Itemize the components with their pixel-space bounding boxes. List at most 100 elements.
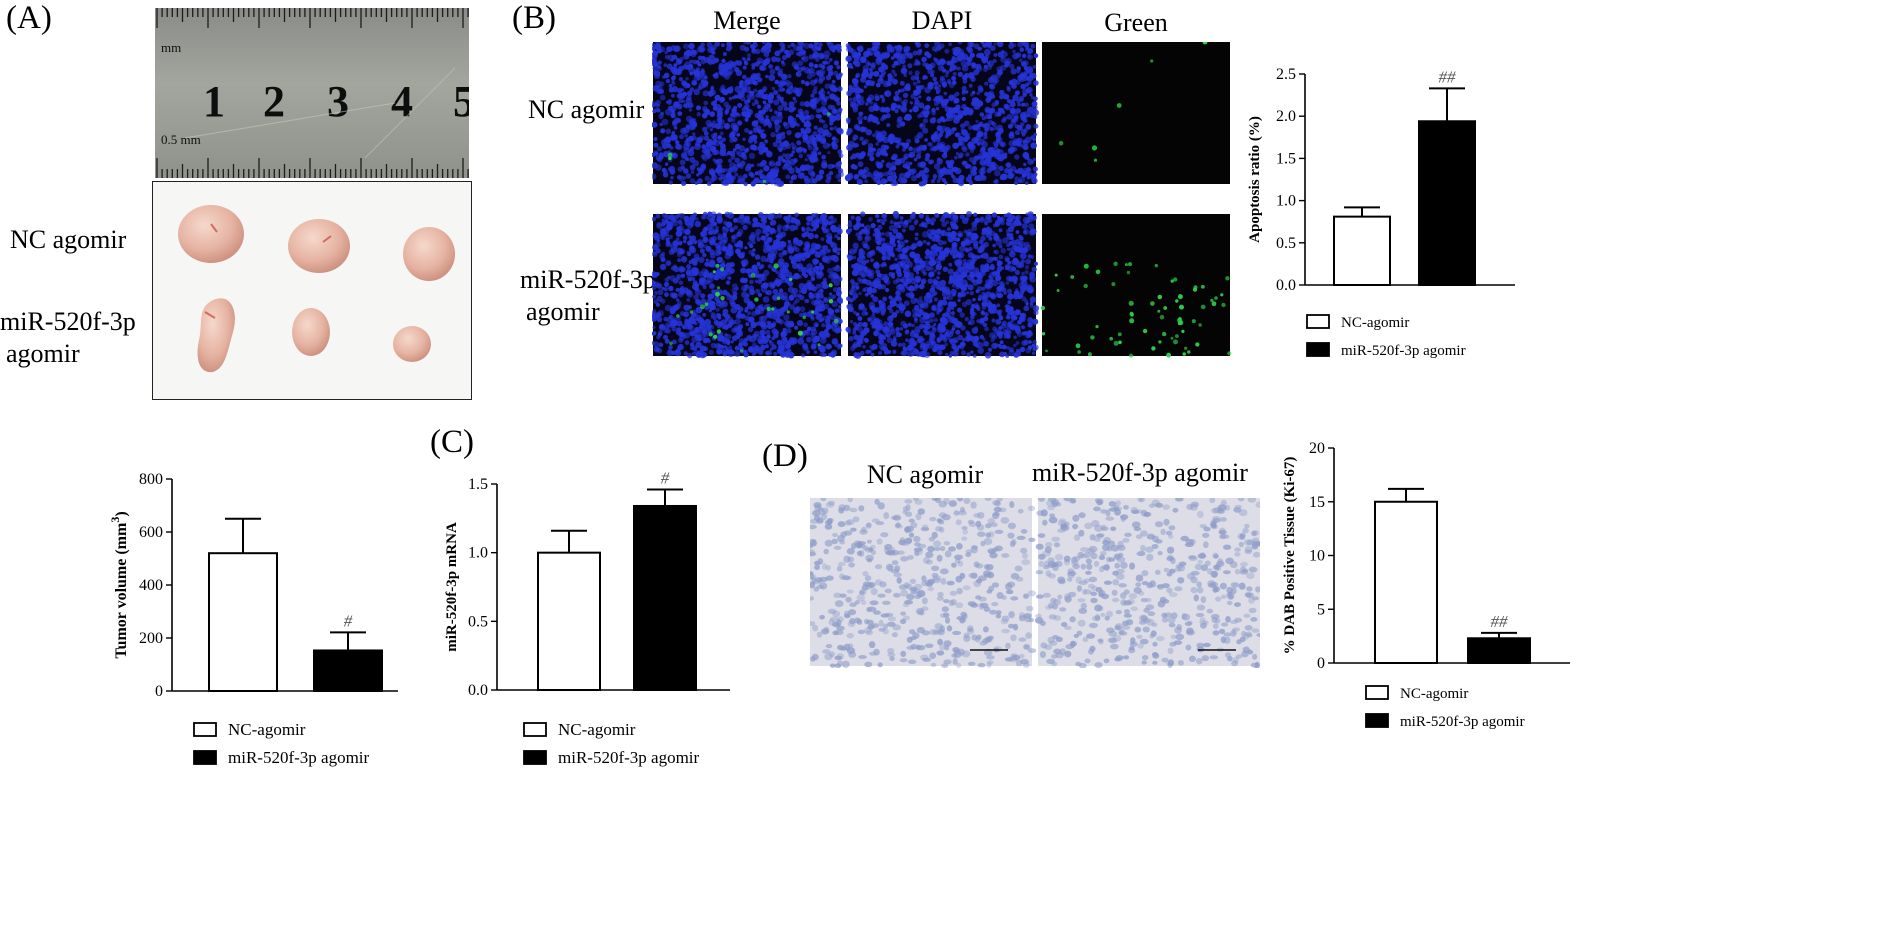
apoptosis-chart-legend-swatch-mir: [1306, 342, 1330, 357]
tumor-volume-chart-tick-label: 0: [155, 683, 163, 700]
apoptosis-chart-tick-label: 0.0: [1276, 277, 1296, 294]
tumor-mir-1: [197, 298, 235, 373]
tumor-photo: [152, 181, 472, 400]
tunel-mir-dapi: [845, 210, 1040, 359]
apoptosis-chart-error-bar: [1429, 87, 1465, 122]
ki67-chart-bar-nc: [1374, 500, 1438, 664]
ruler-number-4: 4: [391, 77, 413, 126]
mirna-chart-tick-label: 0.5: [468, 613, 488, 630]
panel-b-label: (B): [512, 0, 556, 36]
tumor-nc-1: [178, 205, 244, 263]
tunel-image-grid: [652, 42, 1232, 359]
panel-b-row-label-mir: miR-520f-3p agomir: [520, 264, 656, 328]
panel-d-label: (D): [762, 438, 808, 474]
ruler-unit-bottom: 0.5 mm: [161, 132, 201, 147]
panel-b-row-label-mir-line1: miR-520f-3p: [520, 265, 656, 294]
apoptosis-chart-bar-mir: [1418, 120, 1476, 286]
ki67-chart-tick-label: 15: [1309, 494, 1325, 511]
tunel-nc-dapi: [844, 42, 1039, 187]
col-label-green: Green: [1104, 8, 1168, 37]
ki67-chart-ylabel: % DAB Positive Tissue (Ki-67): [1282, 457, 1298, 655]
ihc-image-grid: [810, 498, 1260, 668]
tumor-mir-3: [393, 326, 431, 362]
mirna-chart-error-bar: [647, 488, 683, 506]
tunel-nc-green: [1042, 42, 1230, 184]
tumor-volume-chart-tick-label: 600: [139, 524, 163, 541]
tumor-volume-chart-tick-label: 800: [139, 471, 163, 488]
mirna-chart-bar-nc: [537, 551, 601, 691]
panel-c-label: (C): [430, 424, 474, 460]
ruler-number-3: 3: [327, 77, 349, 126]
apoptosis-chart-tick-label: 0.5: [1276, 235, 1296, 252]
tumor-nc-3: [403, 227, 455, 281]
tunel-nc-merge: [652, 42, 844, 187]
apoptosis-chart-tick-label: 1.0: [1276, 193, 1296, 210]
apoptosis-chart-legend-label-nc: NC-agomir: [1341, 315, 1409, 331]
mirna-chart-tick-label: 0.0: [468, 682, 488, 699]
tumor-volume-chart-bar-nc: [208, 552, 278, 692]
panel-a-row-label-mir-line1: miR-520f-3p: [0, 307, 136, 336]
apoptosis-chart-significance: ##: [1439, 67, 1457, 86]
apoptosis-chart-legend-swatch-nc: [1306, 314, 1330, 329]
apoptosis-chart-tick-label: 2.0: [1276, 108, 1296, 125]
tumor-volume-chart-legend-label-mir: miR-520f-3p agomir: [228, 748, 370, 767]
ruler-drawing: mm 0.5 mm 1 2 3 4 5: [156, 8, 469, 178]
mirna-chart-legend-swatch-mir: [523, 750, 547, 765]
ki67-chart-legend-label-nc: NC-agomir: [1400, 686, 1468, 702]
mirna-chart-legend-label-mir: miR-520f-3p agomir: [558, 748, 700, 767]
tumor-volume-chart-error-bar: [225, 517, 261, 554]
ki67-chart-legend-label-mir: miR-520f-3p agomir: [1400, 714, 1525, 730]
mirna-chart-error-bar: [551, 529, 587, 553]
ruler-number-1: 1: [203, 77, 225, 126]
ki67-chart-tick-label: 20: [1309, 440, 1325, 457]
tumor-volume-chart-error-bar: [330, 631, 366, 651]
tumor-volume-chart-ylabel: Tumor volume (mm3): [108, 511, 130, 658]
panel-a-row-label-nc: NC agomir: [10, 225, 127, 254]
ki67-chart-legend-swatch-nc: [1365, 685, 1389, 700]
ki67-chart-significance: ##: [1491, 612, 1509, 631]
ki67-chart-axes: [1328, 447, 1570, 664]
panel-a-row-label-mir: miR-520f-3p agomir: [0, 306, 136, 370]
ruler-photo: mm 0.5 mm 1 2 3 4 5: [155, 8, 469, 178]
tumor-mir-2: [292, 308, 330, 356]
tumor-volume-chart-legend-swatch-mir: [193, 750, 217, 765]
panel-b-row-label-mir-line2: agomir: [526, 297, 600, 326]
mirna-chart-ylabel: miR-520f-3p mRNA: [444, 522, 460, 652]
col-label-merge: Merge: [713, 6, 781, 35]
tumor-volume-chart-significance: #: [344, 611, 353, 630]
ki67-chart-error-bar: [1481, 631, 1517, 639]
mirna-chart-tick-label: 1.5: [468, 476, 488, 493]
col-label-dapi: DAPI: [911, 6, 973, 35]
apoptosis-chart-tick-label: 1.5: [1276, 150, 1296, 167]
tumor-volume-chart-tick-label: 200: [139, 630, 163, 647]
tumor-nc-2: [288, 219, 350, 273]
apoptosis-chart-axes: [1299, 73, 1515, 286]
mirna-chart-legend-label-nc: NC-agomir: [558, 720, 636, 739]
ihc-col-label-nc: NC agomir: [866, 460, 984, 489]
mirna-chart-significance: #: [661, 468, 670, 487]
tumor-volume-chart-legend-label-nc: NC-agomir: [228, 720, 306, 739]
tunel-mir-green: [1040, 214, 1232, 358]
ki67-chart-bar-mir: [1467, 637, 1531, 664]
tunel-mir-merge: [652, 211, 843, 359]
tumor-volume-chart: 0 200 400 600 800 Tumor volume (mm3) # NC-agomi…: [108, 471, 398, 767]
ki67-chart-tick-label: 10: [1309, 548, 1325, 565]
panel-a-row-label-mir-line2: agomir: [6, 339, 80, 368]
ruler-unit-top: mm: [161, 40, 181, 55]
ihc-nc-image: [810, 498, 1037, 668]
ki67-chart-tick-label: 0: [1317, 655, 1325, 672]
mirna-chart-legend-swatch-nc: [523, 722, 547, 737]
tumor-specimens: [178, 205, 455, 373]
tumor-volume-chart-bar-mir: [313, 649, 383, 692]
apoptosis-chart: 0.0 0.5 1.0 1.5 2.0 2.5 Apoptosis ratio (%) ## N…: [1247, 66, 1515, 359]
apoptosis-chart-ylabel: Apoptosis ratio (%): [1247, 116, 1263, 243]
apoptosis-chart-error-bar: [1344, 206, 1380, 217]
ki67-chart: 0 5 10 15 20 % DAB Positive Tissue (Ki-67) ## N…: [1282, 440, 1570, 730]
ki67-chart-legend-swatch-mir: [1365, 713, 1389, 728]
ki67-chart-error-bar: [1388, 487, 1424, 502]
mirna-chart: 0.0 0.5 1.0 1.5 miR-520f-3p mRNA # NC-agomir mi…: [444, 468, 730, 767]
mirna-chart-tick-label: 1.0: [468, 545, 488, 562]
panel-b-row-label-nc: NC agomir: [528, 95, 645, 124]
mirna-chart-bar-mir: [633, 504, 697, 692]
ruler-number-2: 2: [263, 77, 285, 126]
